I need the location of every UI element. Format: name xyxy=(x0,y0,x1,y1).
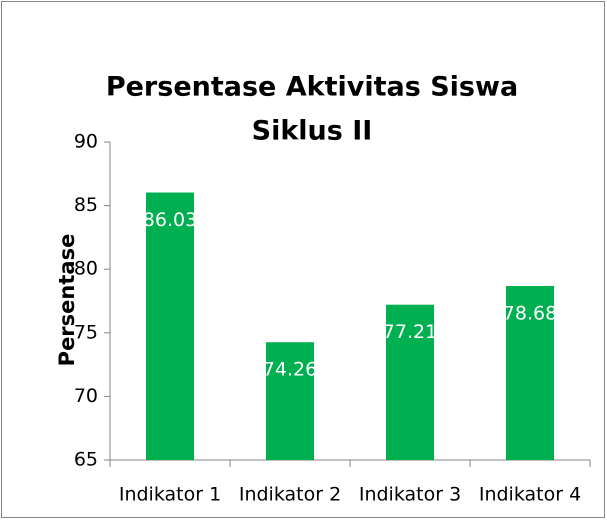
y-axis-label: Persentase xyxy=(55,234,79,367)
data-label: 74.26 xyxy=(263,359,317,381)
y-tick-label: 75 xyxy=(74,321,98,343)
y-tick-label: 90 xyxy=(74,131,98,153)
x-tick-label: Indikator 3 xyxy=(359,484,461,506)
chart-title: Siklus II xyxy=(252,116,373,147)
data-label: 77.21 xyxy=(383,321,437,343)
bar xyxy=(506,285,554,460)
y-tick-label: 85 xyxy=(74,194,98,216)
x-tick-label: Indikator 1 xyxy=(119,484,221,506)
y-tick-label: 80 xyxy=(74,258,98,280)
bar xyxy=(266,342,314,460)
y-tick-label: 65 xyxy=(74,449,98,471)
bar xyxy=(146,192,194,460)
x-tick-label: Indikator 2 xyxy=(239,484,341,506)
data-label: 78.68 xyxy=(503,302,557,324)
data-label: 86.03 xyxy=(143,209,197,231)
x-tick-label: Indikator 4 xyxy=(479,484,581,506)
y-tick-label: 70 xyxy=(74,385,98,407)
chart-title: Persentase Aktivitas Siswa xyxy=(106,72,518,103)
bar xyxy=(386,304,434,460)
